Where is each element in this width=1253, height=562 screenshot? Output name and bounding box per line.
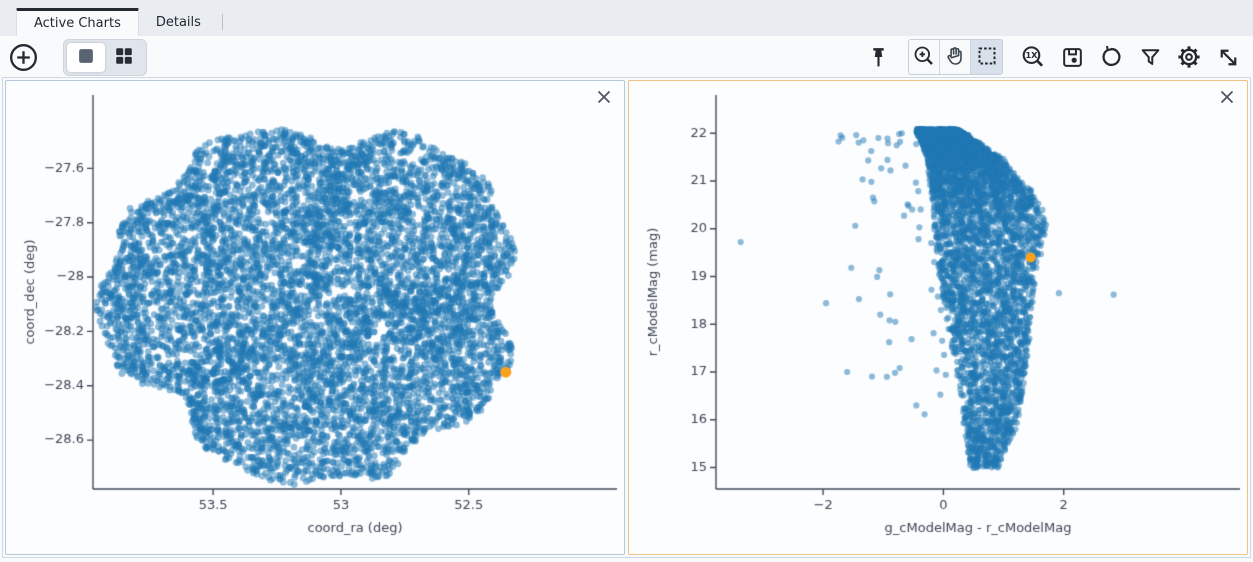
box-select-tool-button[interactable]: [971, 40, 1002, 74]
close-cmd-chart-button[interactable]: [1216, 87, 1238, 109]
zoom-in-tool-button[interactable]: [909, 40, 940, 74]
tab-separator: [221, 14, 223, 30]
grid-2x2-icon: [113, 45, 135, 70]
zoom-in-icon: [912, 44, 936, 71]
expand-button[interactable]: [1213, 41, 1243, 73]
close-sky-chart-button[interactable]: [593, 87, 615, 109]
color-magnitude-chart-panel: [628, 80, 1248, 555]
box-select-icon: [975, 44, 999, 71]
chart-tools: 1X: [863, 39, 1245, 75]
tab-details-label: Details: [155, 14, 201, 30]
chart-settings-button[interactable]: [1174, 41, 1204, 73]
main-area: 1X: [0, 36, 1253, 562]
pin-chart-button[interactable]: [863, 41, 893, 73]
restore-icon: [1098, 44, 1124, 70]
tab-active-charts[interactable]: Active Charts: [16, 8, 139, 36]
filter-icon: [1138, 45, 1163, 70]
zoom-1x-icon: 1X: [1020, 44, 1046, 70]
pin-icon: [866, 45, 891, 70]
filter-button[interactable]: [1135, 41, 1165, 73]
add-chart-button[interactable]: [8, 41, 39, 73]
gear-icon: [1176, 44, 1202, 70]
chart-toolbar: 1X: [0, 36, 1253, 78]
sky-coverage-chart-panel: [5, 80, 625, 555]
plus-circle-icon: [9, 43, 38, 72]
save-icon: [1060, 45, 1085, 70]
charts-container: [2, 77, 1251, 558]
save-chart-button[interactable]: [1057, 41, 1087, 73]
layout-grid-button[interactable]: [105, 43, 143, 72]
hand-icon: [943, 44, 967, 71]
restore-chart-button[interactable]: [1096, 41, 1126, 73]
zoom-1x-button[interactable]: 1X: [1018, 41, 1048, 73]
sky-coverage-plot[interactable]: [6, 81, 624, 554]
close-icon: [596, 89, 612, 108]
mouse-tool-group: [908, 39, 1003, 75]
layout-toggle-group: [63, 38, 147, 76]
color-magnitude-plot[interactable]: [629, 81, 1247, 554]
tab-details[interactable]: Details: [139, 8, 218, 36]
single-square-icon: [75, 45, 97, 70]
tab-strip: Active Charts Details: [0, 0, 1253, 36]
svg-text:1X: 1X: [1025, 50, 1038, 60]
tab-active-charts-label: Active Charts: [34, 16, 121, 31]
expand-diagonal-icon: [1216, 45, 1241, 70]
layout-single-button[interactable]: [67, 42, 105, 72]
pan-tool-button[interactable]: [940, 40, 971, 74]
close-icon: [1219, 89, 1235, 108]
